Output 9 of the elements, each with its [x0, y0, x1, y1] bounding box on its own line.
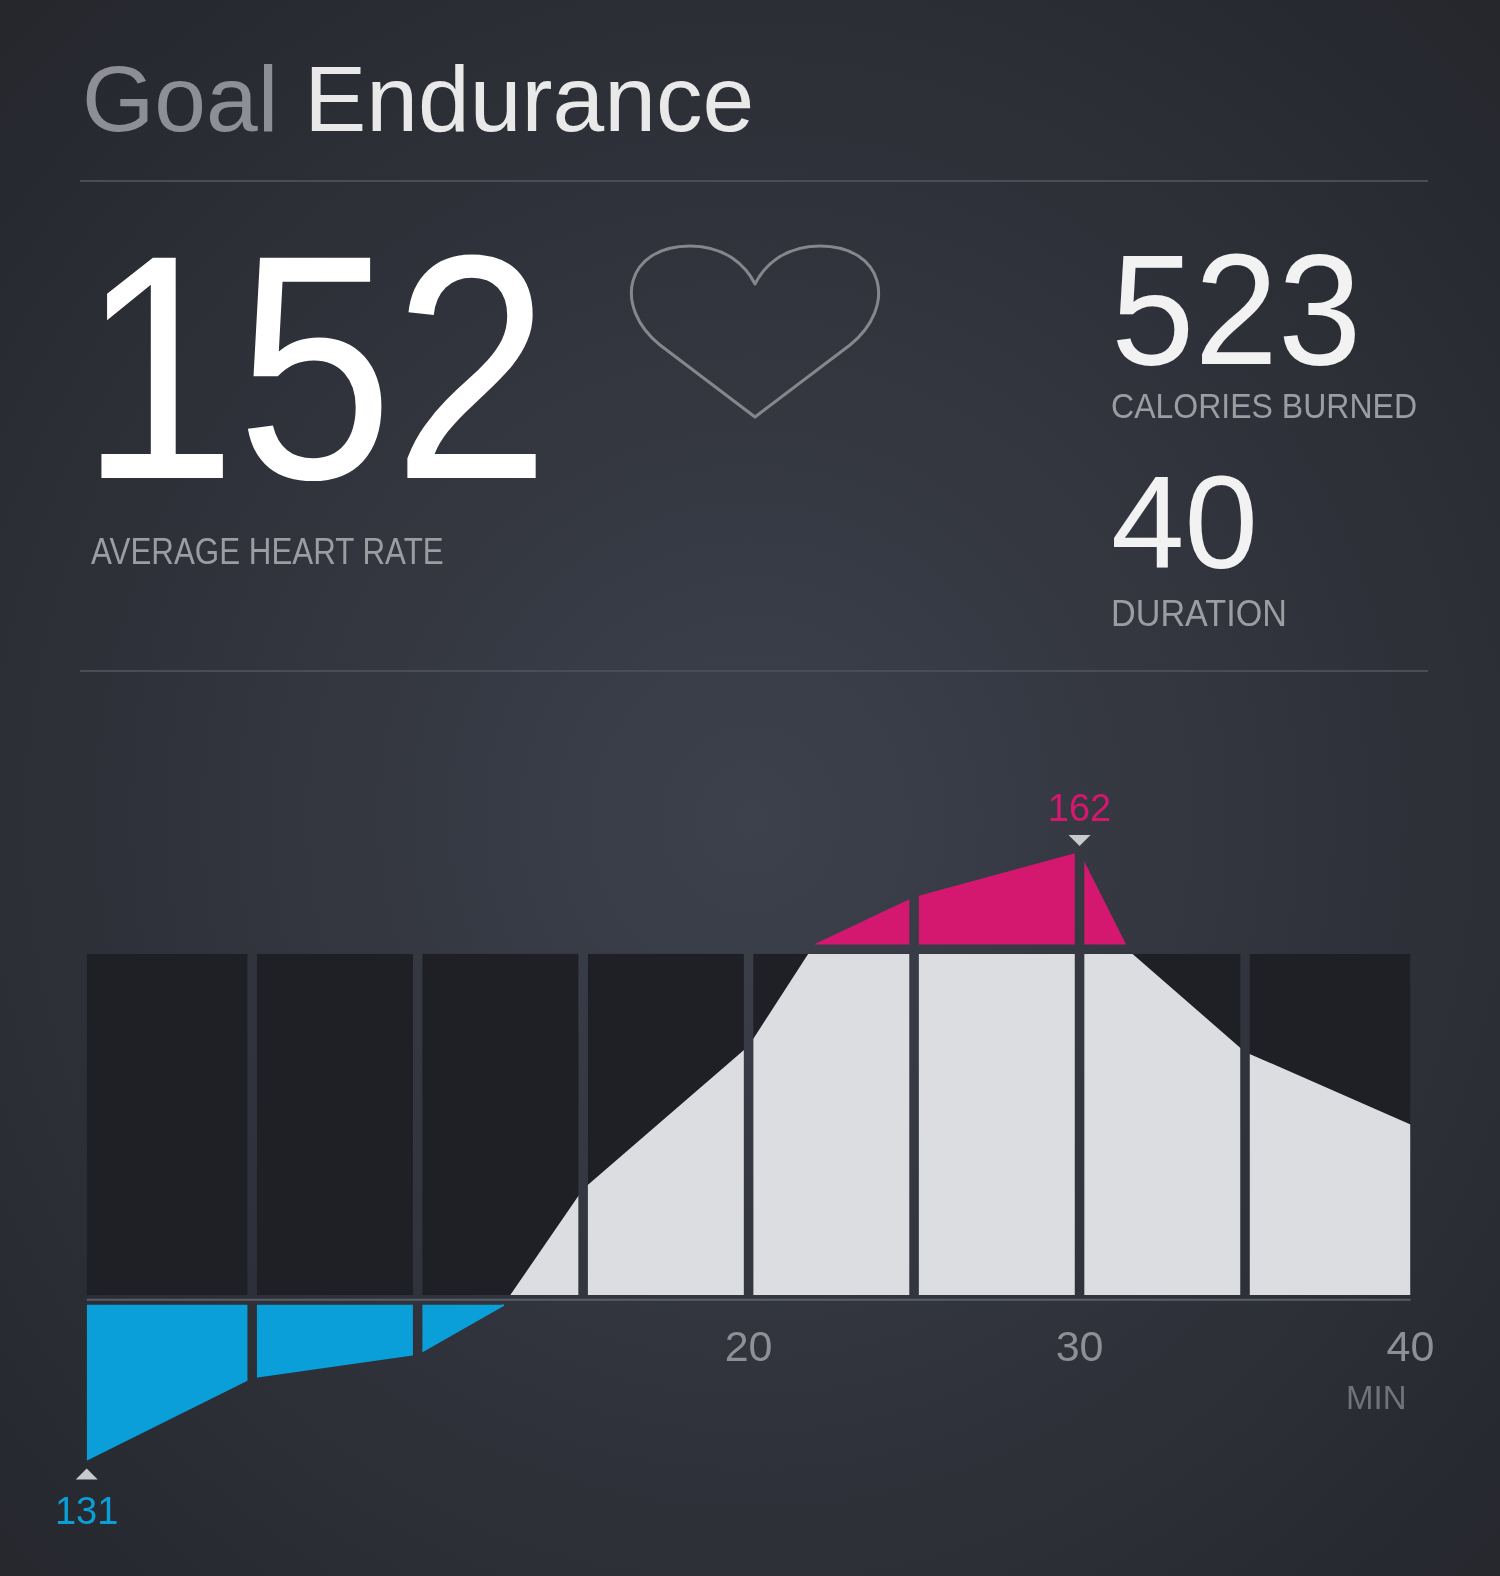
text: DURATION — [1111, 593, 1288, 634]
data-label: 162 — [1047, 787, 1112, 829]
x-tick-label: 20 — [724, 1322, 773, 1370]
x-tick-label: 30 — [1055, 1322, 1104, 1370]
x-axis-title: MIN — [1346, 1379, 1407, 1416]
text: 40 — [1111, 449, 1258, 596]
data-label: 131 — [55, 1489, 119, 1532]
chart-title: Goal Endurance — [82, 47, 755, 151]
x-tick-label: 40 — [1386, 1322, 1435, 1370]
